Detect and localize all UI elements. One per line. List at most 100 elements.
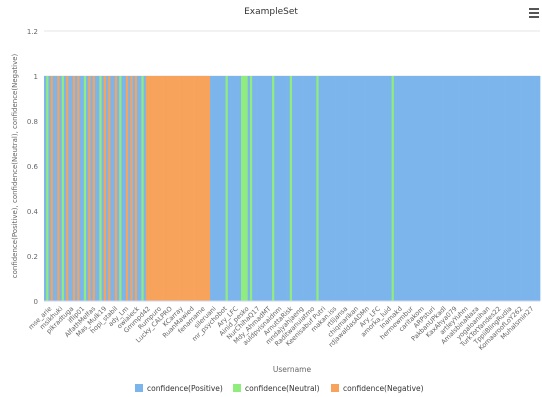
bar-confidence-neutral (245, 76, 249, 301)
bar-confidence-positive (94, 76, 98, 301)
bar-confidence-positive (309, 76, 313, 301)
bar-confidence-positive (533, 76, 536, 301)
bar-confidence-positive (411, 76, 415, 301)
bar-confidence-neutral (99, 76, 102, 301)
bar-confidence-positive (137, 76, 140, 301)
bar-confidence-positive (269, 76, 273, 301)
bar-confidence-negative (148, 76, 151, 301)
bar-confidence-negative (114, 76, 118, 301)
bar-confidence-positive (422, 76, 426, 301)
bar-confidence-positive (218, 76, 222, 301)
bar-confidence-positive (263, 76, 266, 301)
bar-confidence-negative (179, 76, 182, 301)
bar-confidence-neutral (272, 76, 275, 301)
bar-confidence-negative (172, 76, 175, 301)
bar-confidence-negative (205, 76, 209, 301)
hamburger-icon[interactable] (529, 8, 539, 18)
bar-confidence-negative (190, 76, 193, 301)
y-tick-label: 0 (34, 298, 38, 306)
bar-confidence-negative (92, 76, 96, 301)
bar-confidence-positive (44, 76, 47, 301)
bar-confidence-positive (462, 76, 466, 301)
bar-confidence-negative (207, 76, 211, 301)
bar-confidence-positive (526, 76, 530, 301)
bar-confidence-positive (486, 76, 490, 301)
bar-confidence-positive (261, 76, 264, 301)
bar-confidence-positive (376, 76, 379, 301)
bar-confidence-positive (475, 76, 479, 301)
bar-confidence-positive (349, 76, 353, 301)
bar-confidence-positive (236, 76, 240, 301)
bar-confidence-negative (196, 76, 200, 301)
bar-confidence-positive (500, 76, 503, 301)
bar-confidence-negative (72, 76, 76, 301)
bar-confidence-positive (531, 76, 534, 301)
bar-confidence-positive (132, 76, 136, 301)
bar-confidence-positive (511, 76, 514, 301)
bar-confidence-positive (433, 76, 437, 301)
bar-confidence-positive (464, 76, 468, 301)
bar-confidence-negative (88, 76, 91, 301)
bar-confidence-positive (358, 76, 361, 301)
bar-confidence-positive (400, 76, 404, 301)
bar-confidence-positive (128, 76, 131, 301)
bar-confidence-positive (329, 76, 333, 301)
bar-confidence-positive (252, 76, 255, 301)
bar-confidence-positive (110, 76, 113, 301)
bar-confidence-positive (528, 76, 532, 301)
bar-confidence-positive (254, 76, 257, 301)
bar-confidence-positive (232, 76, 235, 301)
bar-confidence-positive (320, 76, 324, 301)
bar-confidence-positive (314, 76, 317, 301)
legend-swatch (233, 384, 241, 392)
bar-confidence-negative (103, 76, 107, 301)
bar-confidence-positive (331, 76, 335, 301)
bar-confidence-positive (247, 76, 251, 301)
bar-confidence-neutral (249, 76, 253, 301)
bar-confidence-positive (460, 76, 463, 301)
bar-confidence-neutral (119, 76, 122, 301)
bar-confidence-positive (418, 76, 421, 301)
bar-confidence-neutral (83, 76, 87, 301)
bar-confidence-positive (493, 76, 497, 301)
bar-confidence-positive (455, 76, 459, 301)
y-tick-label: 0.2 (27, 253, 38, 261)
bar-confidence-positive (537, 76, 541, 301)
bar-confidence-negative (174, 76, 178, 301)
bar-confidence-neutral (289, 76, 293, 301)
bar-confidence-positive (230, 76, 233, 301)
bar-confidence-positive (55, 76, 58, 301)
bar-confidence-positive (221, 76, 224, 301)
bar-confidence-positive (484, 76, 488, 301)
bar-confidence-positive (347, 76, 350, 301)
bar-confidence-positive (524, 76, 528, 301)
bar-confidence-positive (424, 76, 428, 301)
bar-confidence-positive (396, 76, 399, 301)
bar-confidence-positive (276, 76, 280, 301)
bar-confidence-negative (66, 76, 69, 301)
bar-confidence-negative (50, 76, 54, 301)
bar-confidence-positive (79, 76, 82, 301)
bar-confidence-negative (185, 76, 189, 301)
bar-confidence-positive (427, 76, 430, 301)
bar-confidence-positive (68, 76, 71, 301)
bar-confidence-positive (90, 76, 94, 301)
legend-label: confidence(Positive) (147, 384, 223, 393)
bar-confidence-positive (378, 76, 381, 301)
bar-confidence-positive (389, 76, 392, 301)
bar-confidence-positive (380, 76, 384, 301)
bar-confidence-neutral (316, 76, 319, 301)
bar-confidence-positive (323, 76, 326, 301)
bar-confidence-positive (210, 76, 213, 301)
bar-confidence-negative (194, 76, 198, 301)
bar-confidence-positive (354, 76, 357, 301)
bar-confidence-positive (535, 76, 539, 301)
bar-confidence-positive (513, 76, 516, 301)
bar-confidence-negative (199, 76, 202, 301)
bar-confidence-positive (480, 76, 483, 301)
bar-confidence-positive (305, 76, 308, 301)
bar-confidence-negative (125, 76, 129, 301)
bar-confidence-positive (420, 76, 423, 301)
bar-confidence-positive (404, 76, 408, 301)
bar-confidence-positive (515, 76, 519, 301)
